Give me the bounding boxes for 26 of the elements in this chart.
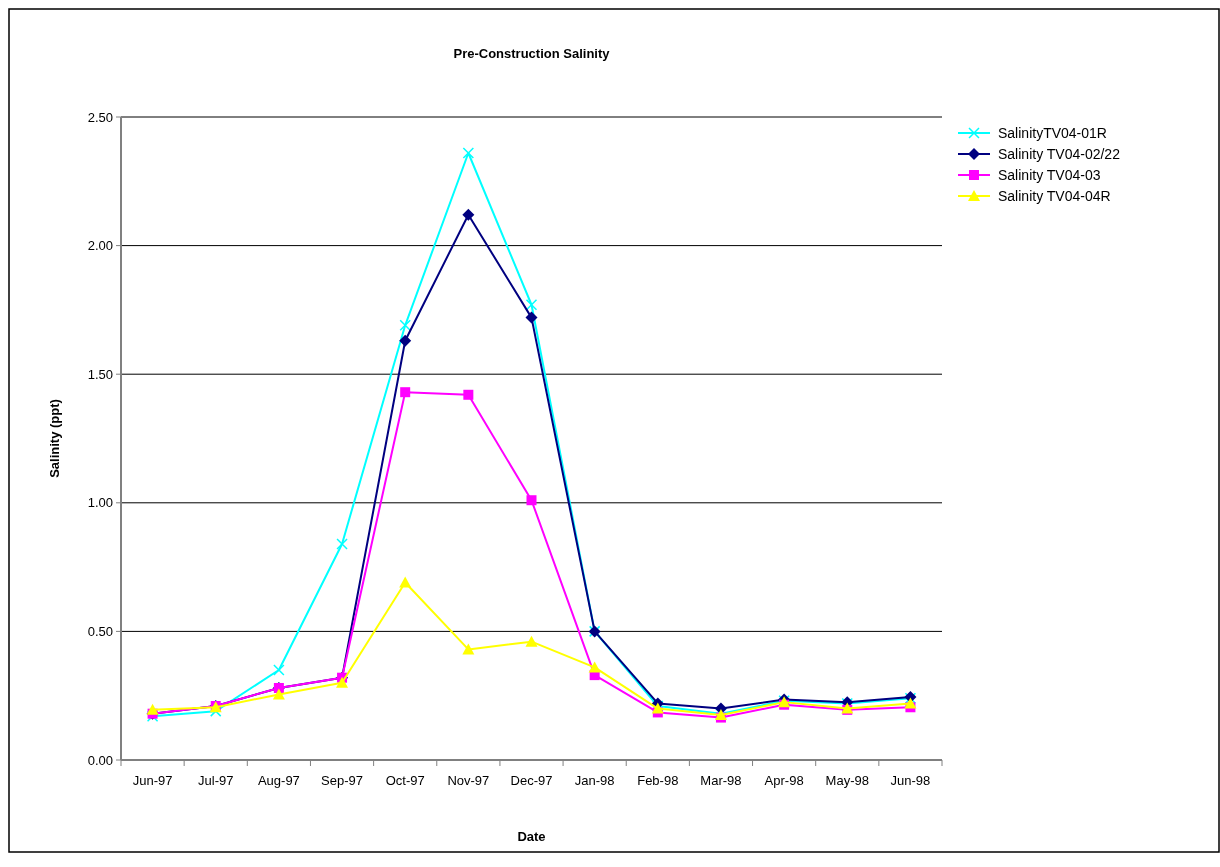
x-tick-label: Jun-97: [132, 773, 173, 788]
y-axis-title: Salinity (ppt): [47, 399, 62, 478]
x-tick-label: Oct-97: [385, 773, 425, 788]
x-tick-label: Mar-98: [700, 773, 742, 788]
legend-label: SalinityTV04-01R: [998, 124, 1107, 141]
legend-label: Salinity TV04-03: [998, 166, 1101, 183]
y-tick-label: 1.00: [87, 495, 113, 511]
x-tick-label: Nov-97: [447, 773, 490, 788]
legend-label: Salinity TV04-02/22: [998, 145, 1121, 162]
y-tick-label: 2.00: [87, 238, 113, 254]
x-tick-label: Aug-97: [257, 773, 300, 788]
x-tick-label: May-98: [825, 773, 869, 788]
legend-label: Salinity TV04-04R: [998, 187, 1111, 204]
x-tick-label: Dec-97: [510, 773, 553, 788]
y-tick-label: 0.50: [87, 623, 113, 639]
x-tick-label: Feb-98: [637, 773, 679, 788]
y-tick-label: 1.50: [87, 366, 113, 382]
x-tick-label: Sep-97: [321, 773, 363, 788]
y-tick-label: 0.00: [87, 752, 113, 768]
x-tick-label: Jan-98: [574, 773, 615, 788]
x-axis-title: Date: [517, 829, 546, 844]
y-tick-label: 2.50: [87, 109, 113, 125]
x-tick-label: Apr-98: [764, 773, 804, 788]
x-tick-label: Jul-97: [198, 773, 234, 788]
chart-title: Pre-Construction Salinity: [453, 46, 611, 61]
x-tick-label: Jun-98: [890, 773, 931, 788]
